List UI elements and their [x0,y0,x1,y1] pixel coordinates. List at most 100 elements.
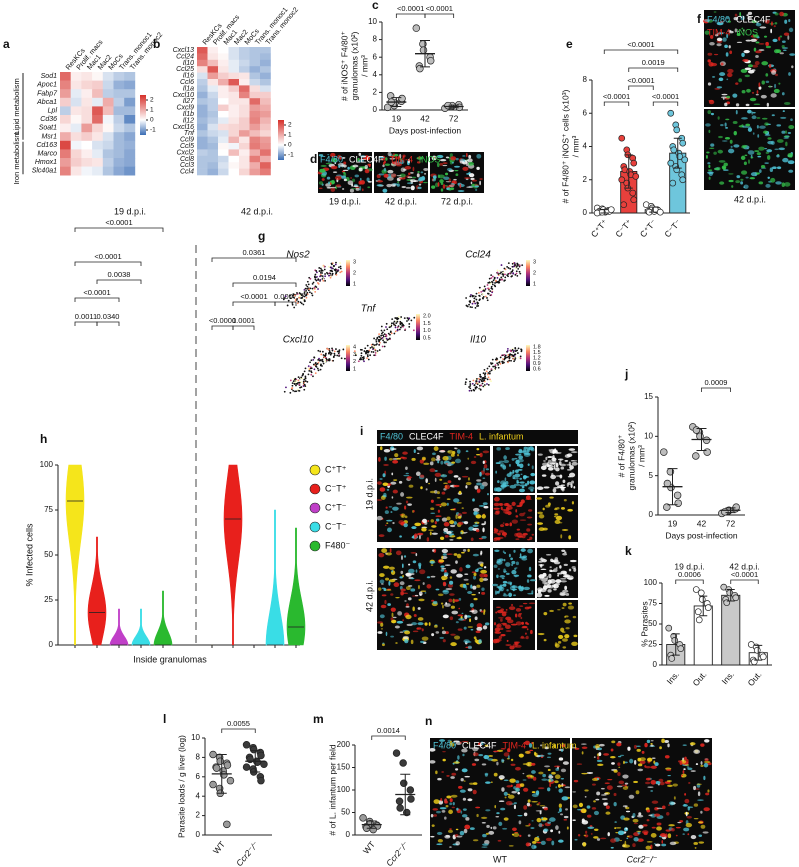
micrograph-signal [383,167,387,172]
row-label: Apoc1 [36,82,57,89]
micrograph-signal [475,514,482,519]
umap-point [488,277,491,280]
micrograph-signal [412,560,417,564]
umap-point [512,272,515,275]
micrograph-signal [563,499,567,502]
micrograph-signal [437,509,441,513]
micrograph-signal [405,572,412,577]
micrograph-signal [716,86,723,89]
micrograph-signal [501,509,508,511]
error-bar [420,39,430,68]
heatmap-cell [70,106,82,116]
micrograph-signal [595,744,601,749]
heatmap-cell [70,166,82,176]
micrograph-signal [399,153,402,159]
row-label: Cxcl9 [176,105,194,112]
micrograph-signal [335,175,342,181]
micrograph-signal [543,611,548,616]
micrograph-signal [553,568,558,573]
heatmap-cell [239,130,250,137]
micrograph-signal [592,783,596,786]
error-bar [696,427,707,451]
micrograph-signal [385,506,388,509]
comparison-bracket [628,85,654,90]
micrograph-signal [511,501,516,506]
umap-point [408,325,411,328]
p-value: 0.0194 [253,273,276,282]
y-tick-label: 8 [583,75,588,84]
micrograph-signal [772,38,778,43]
group-label: 42 d.p.i. [729,561,759,571]
data-point [607,206,615,214]
micrograph-signal [402,619,405,622]
micrograph-signal [352,178,356,183]
micrograph-signal [718,135,723,139]
micrograph-signal [318,181,324,185]
heatmap-cell [239,66,250,73]
umap-point [332,359,335,362]
umap-point [314,285,317,288]
micrograph-signal [431,549,435,552]
micrograph-signal [446,502,449,506]
umap-point [329,353,332,356]
micrograph-signal [475,630,481,634]
heatmap-cell [124,158,136,167]
micrograph-signal [637,838,644,842]
micrograph-signal [560,627,565,633]
micrograph-signal [520,548,526,552]
micrograph-signal [756,152,761,156]
umap-point [490,274,493,277]
heatmap-cell [249,149,261,157]
heatmap-cell [124,123,136,133]
micrograph-signal [459,789,466,793]
umap-point [331,347,333,350]
micrograph-signal [747,69,755,74]
micrograph-signal [410,588,416,592]
x-tick-label: Ccr2⁻/⁻ [384,839,410,867]
heatmap-cell [207,143,219,150]
micrograph-signal [769,167,774,172]
umap-point [393,332,396,335]
micrograph-signal [496,447,502,451]
micrograph-signal [431,599,435,602]
comparison-bracket [232,325,255,330]
data-point [697,589,705,597]
umap-point [469,300,472,302]
micrograph-signal [509,471,514,475]
colorbar-tick-label: 2 [150,97,154,104]
umap-point [488,370,491,373]
micrograph-signal [547,502,551,507]
micrograph-signal [618,780,625,785]
micrograph-signal [764,134,771,137]
micrograph-signal [725,52,729,57]
micrograph-signal [483,464,488,469]
micrograph-signal [479,577,484,583]
umap-point [490,363,493,365]
data-point [665,624,673,632]
data-point [226,776,235,785]
micrograph-signal [426,576,431,579]
micrograph-signal [518,488,526,493]
micrograph-signal [502,522,505,524]
umap-point [357,360,360,363]
micrograph-signal [654,843,661,847]
umap-point [490,285,493,288]
micrograph-signal [656,826,662,831]
umap-point [368,349,371,352]
micrograph-signal [453,740,460,743]
heatmap-cell [207,53,219,61]
umap-point [399,326,402,329]
micrograph-signal [610,838,617,843]
umap-point [481,380,483,383]
umap-point [328,274,330,277]
micrograph-signal [516,463,521,467]
micrograph-signal [514,473,521,478]
micrograph-signal [519,519,527,521]
p-value: 0.0014 [377,726,400,735]
micrograph-signal [490,826,493,830]
micrograph-signal [557,783,561,788]
micrograph-signal [381,583,384,585]
micrograph-signal [435,631,440,634]
micrograph-signal [695,788,700,790]
micrograph-signal [449,576,453,579]
